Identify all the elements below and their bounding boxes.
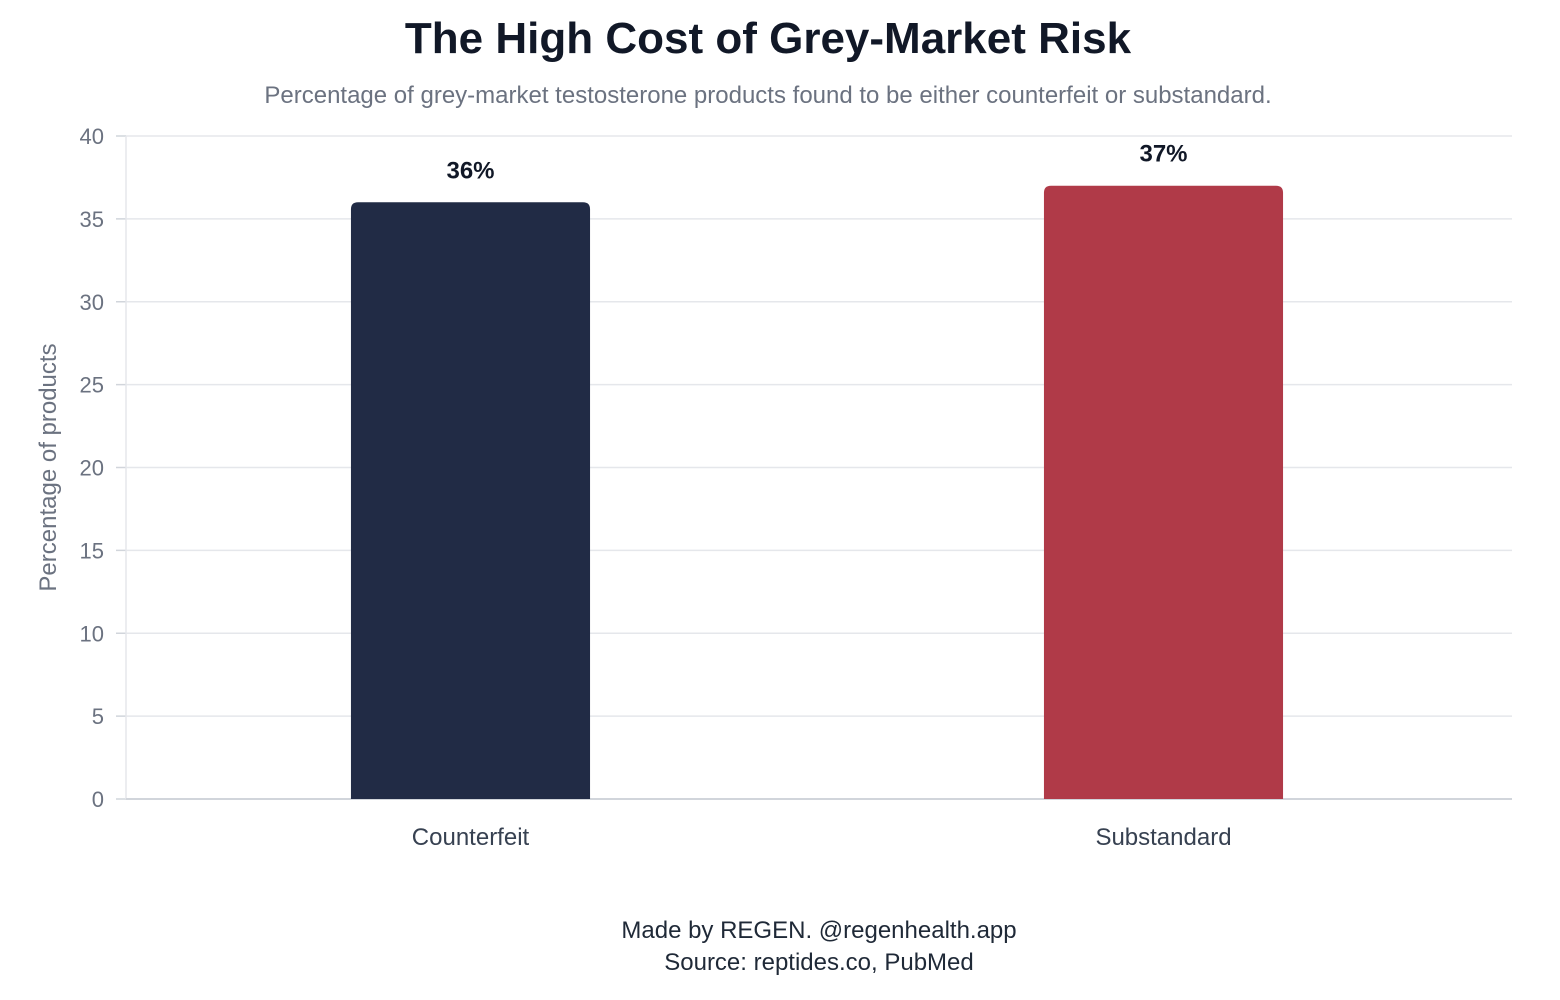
gridlines: [126, 135, 1512, 717]
chart-subtitle: Percentage of grey-market testosterone p…: [264, 82, 1272, 109]
y-tick-label: 25: [80, 373, 104, 398]
x-tick-label: Substandard: [1095, 824, 1231, 851]
y-tick-label: 30: [80, 290, 104, 315]
bar-substandard: [1043, 185, 1284, 800]
y-tick-label: 15: [80, 538, 104, 563]
footer-source: Source: reptides.co, PubMed: [664, 949, 974, 976]
bar-value-label: 36%: [446, 157, 494, 184]
x-tick-label: Counterfeit: [412, 824, 530, 851]
y-tick-label: 5: [92, 704, 104, 729]
bars: [350, 185, 1284, 800]
footer-credit: Made by REGEN. @regenhealth.app: [621, 917, 1017, 944]
bar-value-label: 37%: [1139, 141, 1187, 168]
y-tick-label: 40: [80, 124, 104, 149]
bar-chart: 0 5 10 15 20 25 30 35 40 Percentage of products 36…: [35, 124, 1512, 851]
y-tick-label: 10: [80, 621, 104, 646]
y-axis-title: Percentage of products: [35, 343, 62, 591]
y-tick-label: 0: [92, 787, 104, 812]
bar-counterfeit: [350, 202, 591, 800]
chart-title: The High Cost of Grey-Market Risk: [404, 14, 1132, 63]
labels: 0 5 10 15 20 25 30 35 40 Percentage of products 36…: [35, 124, 1232, 851]
y-tick-label: 20: [80, 456, 104, 481]
y-tick-label: 35: [80, 207, 104, 232]
